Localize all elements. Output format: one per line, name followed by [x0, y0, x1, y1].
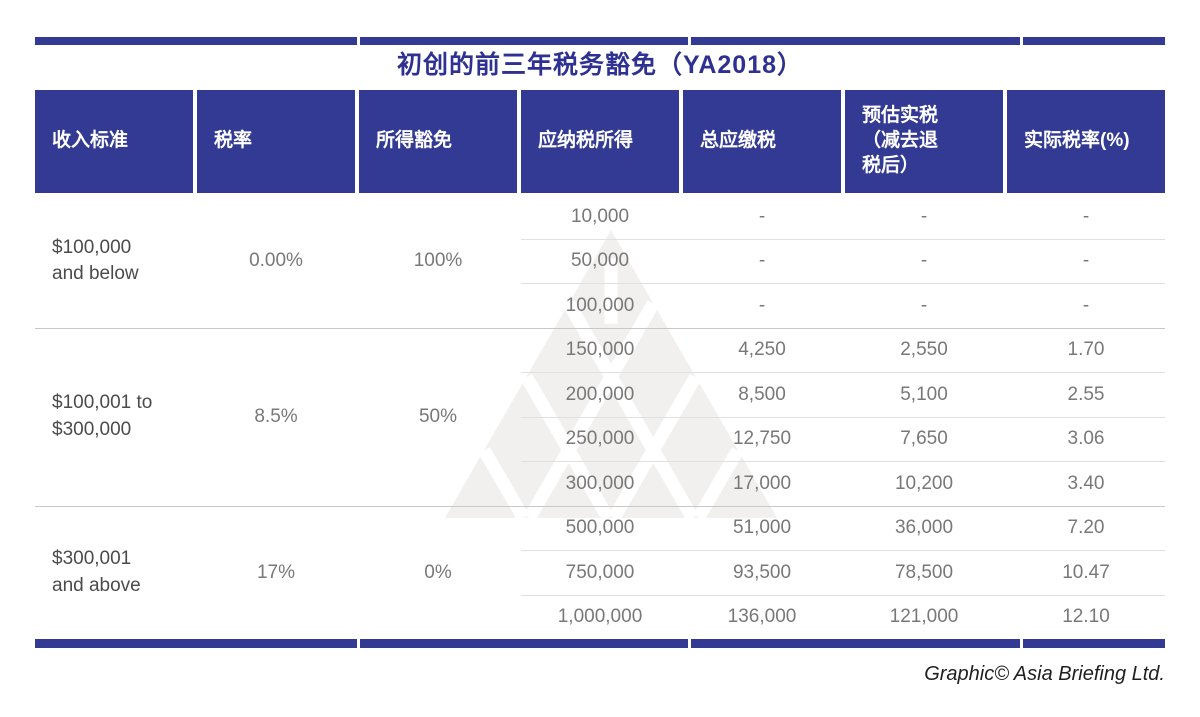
tax-rate-value: 17%	[256, 561, 296, 583]
table-cell: 121,000	[889, 606, 959, 628]
table-cell: -	[1082, 294, 1090, 316]
table-cell: 12.10	[1062, 606, 1110, 628]
table-cell: 17,000	[732, 472, 792, 494]
income-band-label: $300,001 and above	[52, 548, 141, 596]
table-cell: 1.70	[1067, 339, 1105, 361]
graphic-credit: Graphic© Asia Briefing Ltd.	[924, 663, 1165, 685]
exemption-value: 100%	[413, 250, 463, 272]
table-body: $100,000 and below 0.00% 100% 10,000 - -…	[35, 195, 1165, 639]
table-cell: 4,250	[738, 339, 786, 361]
table-cell: -	[920, 205, 928, 227]
table-cell: 12,750	[732, 428, 792, 450]
table-row: 50,000 - - -	[521, 238, 1165, 284]
table-row: 200,000 8,500 5,100 2.55	[521, 372, 1165, 417]
table-cell: 500,000	[565, 517, 635, 539]
table-cell: -	[758, 205, 766, 227]
table-cell: -	[1082, 250, 1090, 272]
table-cell: 250,000	[565, 428, 635, 450]
table-cell: 750,000	[565, 561, 635, 583]
rule-segment	[35, 37, 357, 45]
top-rule	[35, 37, 1165, 45]
table-cell: 36,000	[894, 517, 954, 539]
table-cell: 10,200	[894, 472, 954, 494]
table-cell: -	[920, 250, 928, 272]
exemption-value: 0%	[424, 561, 452, 583]
bottom-rule	[35, 639, 1165, 648]
table-cell: 7,650	[900, 428, 948, 450]
income-band-label: $100,001 to $300,000	[52, 392, 153, 440]
column-header-exemption: 所得豁免	[359, 90, 517, 193]
rule-segment	[35, 639, 357, 648]
table-cell: 7.20	[1067, 517, 1105, 539]
table-cell: 3.40	[1067, 472, 1105, 494]
table-header-row: 收入标准 税率 所得豁免 应纳税所得 总应缴税 预估实税 （减去退 税后） 实际…	[35, 90, 1165, 193]
table-cell: 10.47	[1062, 561, 1110, 583]
tax-rate-value: 8.5%	[254, 406, 298, 427]
rule-segment	[1023, 639, 1165, 648]
column-header-tax-rate: 税率	[197, 90, 355, 193]
table-cell: 51,000	[732, 517, 792, 539]
table-cell: -	[920, 294, 928, 316]
table-row: 10,000 - - -	[521, 195, 1165, 239]
income-band-row: $100,000 and below 0.00% 100% 10,000 - -…	[35, 195, 1165, 328]
table-cell: 50,000	[570, 250, 630, 272]
exemption-value: 50%	[418, 406, 458, 427]
column-header-estimated-tax: 预估实税 （减去退 税后）	[845, 90, 1003, 193]
table-cell: 136,000	[727, 606, 797, 628]
table-row: 1,000,000 136,000 121,000 12.10	[521, 594, 1165, 640]
table-row: 150,000 4,250 2,550 1.70	[521, 329, 1165, 373]
rule-segment	[691, 639, 1020, 648]
table-row: 250,000 12,750 7,650 3.06	[521, 416, 1165, 462]
rule-segment	[360, 37, 688, 45]
table-row: 500,000 51,000 36,000 7.20	[521, 507, 1165, 551]
column-header-taxable-income: 应纳税所得	[521, 90, 679, 193]
table-cell: 8,500	[738, 383, 786, 405]
table-cell: 2,550	[900, 339, 948, 361]
rule-segment	[360, 639, 688, 648]
table-cell: 5,100	[900, 383, 948, 405]
table-cell: 200,000	[565, 383, 635, 405]
column-header-income: 收入标准	[35, 90, 193, 193]
band-subrows: 500,000 51,000 36,000 7.20 750,000 93,50…	[521, 507, 1165, 640]
table-row: 300,000 17,000 10,200 3.40	[521, 461, 1165, 506]
table-title: 初创的前三年税务豁免（YA2018）	[396, 51, 804, 79]
table-cell: 3.06	[1067, 428, 1105, 450]
income-band-row: $300,001 and above 17% 0% 500,000 51,000…	[35, 505, 1165, 640]
tax-rate-value: 0.00%	[249, 250, 303, 272]
rule-segment	[691, 37, 1020, 45]
column-header-total-tax: 总应缴税	[683, 90, 841, 193]
asia-briefing-watermark-logo	[445, 230, 777, 520]
table-cell: 300,000	[565, 472, 635, 494]
band-subrows: 10,000 - - - 50,000 - - - 100,000 -	[521, 195, 1165, 328]
table-cell: 78,500	[894, 561, 954, 583]
table-row: 750,000 93,500 78,500 10.47	[521, 550, 1165, 595]
income-band-label: $100,000 and below	[52, 236, 139, 285]
table-cell: -	[758, 250, 766, 272]
table-row: 100,000 - - -	[521, 283, 1165, 328]
table-cell: -	[758, 294, 766, 316]
tax-exemption-table: 初创的前三年税务豁免（YA2018） 收入标准 税率 所得豁免 应纳税所得 总应…	[35, 37, 1165, 648]
table-cell: -	[1082, 205, 1090, 227]
column-header-effective-rate: 实际税率(%)	[1007, 90, 1165, 193]
table-cell: 93,500	[732, 561, 792, 583]
income-band-row: $100,001 to $300,000 8.5% 50% 150,000 4,…	[35, 327, 1165, 506]
table-cell: 2.55	[1067, 383, 1105, 405]
table-cell: 10,000	[570, 205, 630, 227]
table-cell: 150,000	[565, 339, 635, 361]
rule-segment	[1023, 37, 1165, 45]
table-cell: 1,000,000	[557, 606, 643, 628]
band-subrows: 150,000 4,250 2,550 1.70 200,000 8,500 5…	[521, 329, 1165, 506]
table-cell: 100,000	[565, 294, 635, 316]
